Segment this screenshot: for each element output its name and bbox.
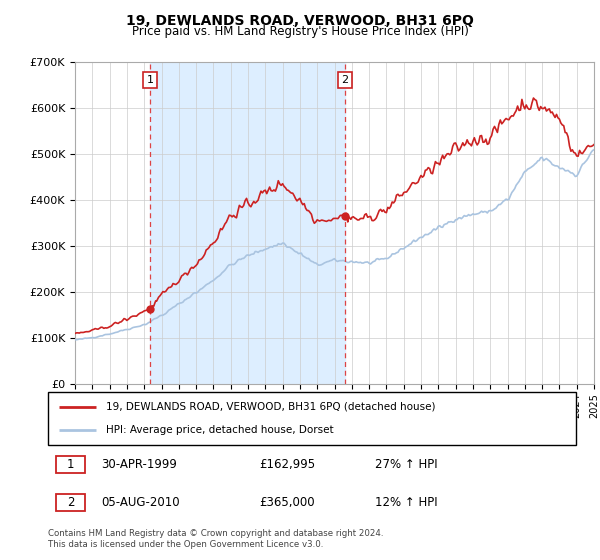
- Text: £162,995: £162,995: [259, 458, 316, 471]
- Text: 27% ↑ HPI: 27% ↑ HPI: [376, 458, 438, 471]
- Text: Contains HM Land Registry data © Crown copyright and database right 2024.
This d: Contains HM Land Registry data © Crown c…: [48, 529, 383, 549]
- Text: Price paid vs. HM Land Registry's House Price Index (HPI): Price paid vs. HM Land Registry's House …: [131, 25, 469, 38]
- Text: 12% ↑ HPI: 12% ↑ HPI: [376, 496, 438, 509]
- FancyBboxPatch shape: [56, 494, 85, 511]
- Text: 1: 1: [67, 458, 74, 471]
- Text: HPI: Average price, detached house, Dorset: HPI: Average price, detached house, Dors…: [106, 425, 334, 435]
- Text: 2: 2: [341, 75, 349, 85]
- Text: 19, DEWLANDS ROAD, VERWOOD, BH31 6PQ: 19, DEWLANDS ROAD, VERWOOD, BH31 6PQ: [126, 14, 474, 28]
- Text: 30-APR-1999: 30-APR-1999: [101, 458, 176, 471]
- Text: 1: 1: [146, 75, 154, 85]
- FancyBboxPatch shape: [48, 392, 576, 445]
- Text: £365,000: £365,000: [259, 496, 315, 509]
- Bar: [150, 62, 345, 384]
- Text: 05-AUG-2010: 05-AUG-2010: [101, 496, 179, 509]
- Text: 2: 2: [67, 496, 74, 509]
- FancyBboxPatch shape: [56, 456, 85, 473]
- Text: 19, DEWLANDS ROAD, VERWOOD, BH31 6PQ (detached house): 19, DEWLANDS ROAD, VERWOOD, BH31 6PQ (de…: [106, 402, 436, 412]
